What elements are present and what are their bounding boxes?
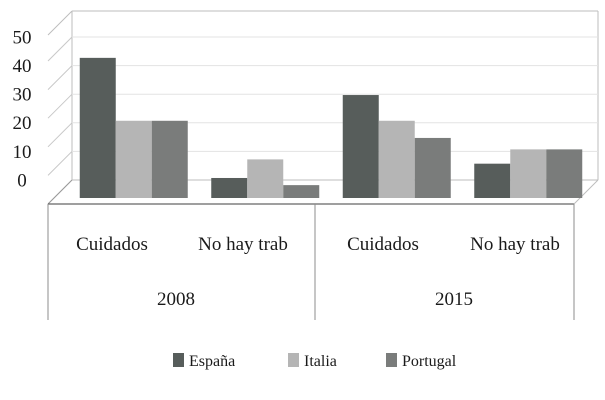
bar: [283, 185, 320, 198]
category-label: No hay trab: [198, 234, 288, 255]
bar: [115, 120, 152, 198]
y-axis-ticks: 50 40 30 20 10 0: [13, 27, 32, 191]
y-tick-label: 20: [13, 113, 32, 134]
legend-label: Portugal: [402, 353, 457, 370]
bar: [247, 159, 284, 198]
category-table: Cuidados No hay trab Cuidados No hay trab 20…: [47, 204, 575, 320]
category-label: No hay trab: [470, 234, 560, 255]
group-label: 2015: [435, 289, 473, 310]
floor-right-edge: [573, 179, 599, 205]
legend: España Italia Portugal: [173, 353, 457, 370]
bars: [79, 57, 583, 198]
bar: [546, 149, 583, 198]
side-wall-top-edge: [47, 10, 73, 36]
legend-swatch: [386, 353, 397, 367]
group-label: 2008: [157, 289, 195, 310]
gridline-depth: [47, 65, 73, 90]
gridline-depth: [47, 36, 73, 62]
gridline-depth: [47, 93, 73, 119]
y-tick-label: 0: [17, 170, 27, 191]
gridline-depth: [47, 122, 73, 148]
gridline-depth: [47, 151, 73, 176]
bar: [151, 120, 188, 198]
category-label: Cuidados: [76, 234, 148, 255]
bar: [378, 120, 415, 198]
bar: [342, 95, 379, 198]
floor-left-edge: [47, 179, 73, 205]
y-tick-label: 30: [13, 85, 32, 106]
y-tick-label: 40: [13, 56, 32, 77]
y-tick-label: 50: [13, 27, 32, 48]
bar: [414, 137, 451, 198]
legend-label: Italia: [304, 353, 337, 370]
category-label: Cuidados: [347, 234, 419, 255]
legend-swatch: [288, 353, 299, 367]
bar: [211, 177, 248, 198]
legend-swatch: [173, 353, 184, 367]
bar: [79, 57, 116, 198]
y-tick-label: 10: [13, 142, 32, 163]
bar: [474, 163, 511, 198]
bar: [510, 149, 547, 198]
legend-label: España: [189, 353, 235, 370]
